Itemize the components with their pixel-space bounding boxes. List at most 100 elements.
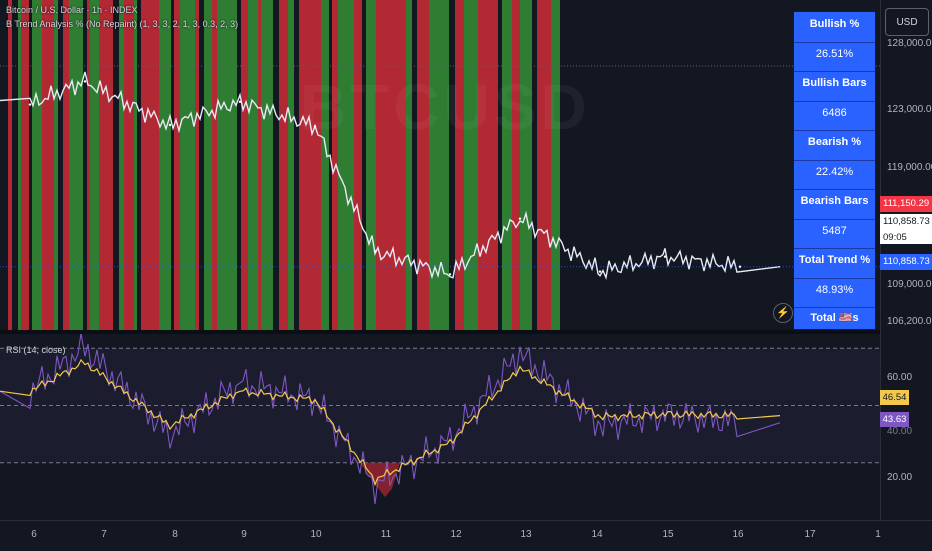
rsi-tick-label: 40.00 [887, 426, 913, 437]
stat-separator [794, 218, 875, 220]
trend-band [54, 0, 58, 330]
trend-band [212, 0, 217, 330]
stat-label: Bearish Bars [800, 195, 869, 207]
rsi-legend[interactable]: RSI (14, close) [6, 345, 66, 355]
stat-value: 6486 [822, 106, 847, 119]
trend-band [248, 0, 258, 330]
trend-band [464, 0, 478, 330]
time-tick-label: 6 [31, 529, 37, 540]
time-tick-label: 14 [591, 529, 603, 540]
trend-band [241, 0, 248, 330]
price-point [373, 250, 377, 253]
price-point [663, 255, 667, 258]
time-tick-label: 8 [172, 529, 178, 540]
price-point [313, 125, 317, 128]
trend-stats-table: Bullish % 26.51% Bullish Bars 6486 Bearish %… [793, 11, 876, 330]
trend-band [99, 0, 113, 330]
trend-band [32, 0, 42, 330]
pane-divider[interactable] [0, 330, 932, 334]
time-tick-label: 11 [380, 529, 392, 540]
trend-band [537, 0, 551, 330]
trend-band [406, 0, 412, 330]
trend-band [119, 0, 124, 330]
trend-band [195, 0, 199, 330]
trend-band [429, 0, 449, 330]
stat-separator [794, 277, 875, 279]
rsi-chart[interactable] [0, 334, 880, 520]
rsi-ma-line [0, 358, 781, 487]
stat-value: 48.93% [815, 283, 854, 296]
price-point [238, 100, 242, 104]
rsi-ma-value-badge: 46.54 [880, 390, 909, 405]
stat-label: Total Trend % [798, 254, 871, 266]
trend-band [478, 0, 498, 330]
trend-band [8, 0, 12, 330]
trend-band [261, 0, 273, 330]
current-price-label: 111,150.29 [880, 196, 932, 212]
trend-band [338, 0, 354, 330]
stat-value: 22.42% [815, 165, 854, 178]
stat-separator [794, 189, 875, 190]
time-tick-label: 7 [101, 529, 107, 540]
trend-band [455, 0, 464, 330]
trend-band [63, 0, 69, 330]
time-axis[interactable]: 6 7 8 9 10 11 12 13 14 15 16 17 1 [0, 520, 932, 551]
trend-band [520, 0, 532, 330]
price-point [83, 80, 87, 83]
trend-band [159, 0, 171, 330]
time-tick-label: 13 [520, 529, 532, 540]
stat-label: Bearish % [807, 136, 862, 148]
trend-band [299, 0, 321, 330]
price-chart[interactable] [0, 0, 880, 330]
trend-band [69, 0, 83, 330]
trend-band [18, 0, 21, 330]
rsi-line [0, 334, 781, 505]
price-tick-label: 109,000.00 [887, 279, 932, 290]
stat-label: Bullish % [809, 18, 860, 30]
trend-band [366, 0, 376, 330]
trend-band [417, 0, 429, 330]
stat-separator [794, 307, 875, 308]
trend-band [376, 0, 406, 330]
price-tick-label: 128,000.00 [887, 38, 932, 49]
trend-band [332, 0, 338, 330]
stat-value: 5487 [822, 224, 847, 237]
trend-band [180, 0, 195, 330]
trend-band [134, 0, 137, 330]
trend-band [204, 0, 212, 330]
stat-label: Total 🇺🇸s [810, 312, 859, 324]
trend-band [354, 0, 362, 330]
price-tick-label: 106,200.00 [887, 316, 932, 327]
trend-band [90, 0, 99, 330]
stat-separator [794, 100, 875, 102]
price-series-line [0, 71, 781, 281]
indicator-legend[interactable]: B Trend Analysis % (No Repaint) (1, 3, 3… [6, 19, 239, 29]
time-tick-label: 1 [875, 529, 881, 540]
last-price-label-blue: 110,858.73 [880, 254, 932, 270]
trend-band [141, 0, 159, 330]
price-point [448, 273, 452, 276]
lightning-icon[interactable]: ⚡ [773, 303, 793, 323]
currency-button[interactable]: USD [885, 8, 929, 36]
stat-separator [794, 248, 875, 249]
stat-label: Bullish Bars [802, 77, 867, 89]
time-tick-label: 10 [310, 529, 322, 540]
trend-bands [8, 0, 560, 330]
trend-band [258, 0, 261, 330]
price-point [738, 265, 742, 268]
trend-band [502, 0, 512, 330]
stat-separator [794, 159, 875, 161]
time-tick-label: 17 [804, 529, 816, 540]
trend-band [217, 0, 237, 330]
symbol-legend[interactable]: Bitcoin / U.S. Dollar · 1h · INDEX [6, 5, 138, 15]
price-point [28, 103, 32, 106]
trend-band [279, 0, 288, 330]
trend-band [21, 0, 29, 330]
trend-band [512, 0, 520, 330]
price-tick-label: 119,000.00 [887, 162, 932, 173]
rsi-tick-label: 60.00 [887, 372, 913, 383]
stat-separator [794, 71, 875, 72]
time-tick-label: 9 [241, 529, 247, 540]
trend-band [321, 0, 329, 330]
stat-value: 26.51% [815, 47, 854, 60]
